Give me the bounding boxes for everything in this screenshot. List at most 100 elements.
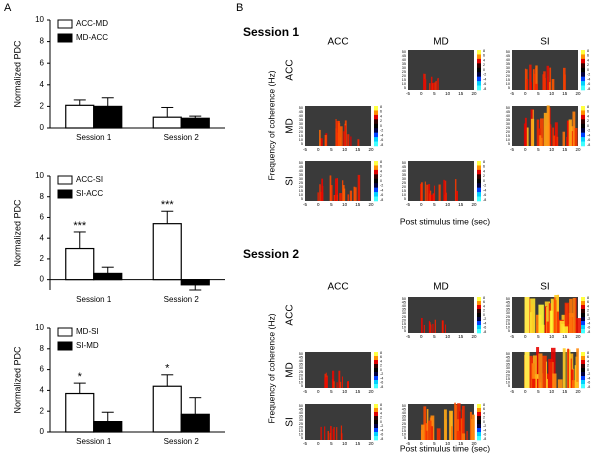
colorbar xyxy=(581,58,585,64)
colorbar-tick-label: 2 xyxy=(380,119,382,123)
x-tick-label: Session 1 xyxy=(76,295,112,304)
heatmap-texture xyxy=(339,193,342,201)
panel-label: A xyxy=(4,2,12,14)
y-tick-label: 50 xyxy=(299,404,303,408)
x-tick-label: 0 xyxy=(317,389,320,394)
y-tick-label: 25 xyxy=(299,422,303,426)
y-tick-label: 50 xyxy=(402,50,406,54)
heatmap-texture xyxy=(554,122,558,146)
y-tick-label: 20 xyxy=(402,425,406,429)
heatmap-texture xyxy=(524,117,527,146)
x-tick-label: 10 xyxy=(342,202,348,207)
y-tick-label: 50 xyxy=(402,404,406,408)
y-tick-label: 5 xyxy=(508,384,510,388)
colorbar-tick-label: 2 xyxy=(483,309,485,313)
colorbar xyxy=(581,360,585,365)
colorbar-tick-label: -2 xyxy=(380,129,383,133)
y-tick-label: 30 xyxy=(506,366,510,370)
colorbar xyxy=(374,352,378,357)
heatmap-texture xyxy=(350,136,352,146)
colorbar xyxy=(374,424,378,429)
heatmap-texture xyxy=(535,83,538,90)
heatmap-texture xyxy=(423,73,425,90)
colorbar xyxy=(477,424,481,429)
colorbar xyxy=(374,119,378,125)
column-label: ACC xyxy=(327,37,348,48)
colorbar-tick-label: 4 xyxy=(380,169,382,173)
heatmap-texture xyxy=(568,119,572,146)
heatmap-texture xyxy=(562,131,566,146)
y-tick-label: 35 xyxy=(299,415,303,419)
y-tick-label: 40 xyxy=(299,411,303,415)
y-tick-label: 6 xyxy=(40,365,45,374)
colorbar-tick-label: -2 xyxy=(587,73,590,77)
y-tick-label: 15 xyxy=(402,189,406,193)
heatmap-background xyxy=(305,352,371,388)
colorbar-tick-label: 2 xyxy=(587,63,589,67)
colorbar xyxy=(477,321,481,326)
y-tick-label: 40 xyxy=(299,359,303,363)
heatmap-texture xyxy=(556,311,559,333)
heatmap-texture xyxy=(332,370,335,388)
colorbar xyxy=(477,305,481,310)
session-title: Session 2 xyxy=(243,247,299,261)
x-tick-label: 0 xyxy=(317,202,320,207)
colorbar xyxy=(374,192,378,197)
colorbar-tick-label: 6 xyxy=(587,54,589,58)
colorbar xyxy=(374,123,378,129)
y-tick-label: 6 xyxy=(40,213,45,222)
y-axis-label: Frequency of coherence (Hz) xyxy=(266,313,276,423)
heatmap-texture xyxy=(542,355,547,388)
colorbar xyxy=(477,408,481,413)
colorbar xyxy=(374,372,378,377)
bar xyxy=(65,247,95,281)
heatmap-background xyxy=(408,50,474,90)
heatmap-texture xyxy=(333,194,336,201)
x-tick-label: 20 xyxy=(368,389,374,394)
heatmap-texture xyxy=(571,380,576,388)
colorbar-tick-label: 4 xyxy=(587,359,589,363)
y-tick-label: 10 xyxy=(299,193,303,197)
y-axis-label: Normalized PDC xyxy=(12,40,22,108)
colorbar-tick-label: 8 xyxy=(587,296,589,300)
bar xyxy=(180,117,210,129)
heatmap-texture xyxy=(535,65,538,90)
y-axis-label: Normalized PDC xyxy=(12,346,22,414)
heatmap-texture xyxy=(335,118,337,146)
row-label: ACC xyxy=(285,59,296,80)
colorbar xyxy=(581,384,585,389)
colorbar xyxy=(374,110,378,116)
heatmap-texture xyxy=(423,324,425,333)
colorbar-tick-label: -6 xyxy=(380,381,383,385)
colorbar-tick-label: -4 xyxy=(380,428,383,432)
heatmap-texture xyxy=(567,348,570,388)
x-tick-label: 15 xyxy=(355,147,361,152)
x-tick-label: 15 xyxy=(355,202,361,207)
colorbar xyxy=(477,420,481,425)
y-tick-label: 10 xyxy=(35,15,44,24)
x-tick-label: 5 xyxy=(537,147,540,152)
colorbar-tick-label: 0 xyxy=(483,179,485,183)
y-tick-label: 35 xyxy=(506,308,510,312)
bar xyxy=(65,392,95,433)
heatmap-texture xyxy=(538,353,543,388)
x-tick-label: 20 xyxy=(575,389,581,394)
x-tick-label: 5 xyxy=(433,91,436,96)
x-tick-label: 20 xyxy=(368,147,374,152)
colorbar xyxy=(581,114,585,120)
heatmap-texture xyxy=(549,310,553,333)
y-tick-label: 30 xyxy=(506,122,510,126)
y-tick-label: 45 xyxy=(402,165,406,169)
colorbar xyxy=(477,196,481,202)
colorbar xyxy=(477,76,481,82)
y-tick-label: 20 xyxy=(299,130,303,134)
heatmap-texture xyxy=(543,112,548,146)
y-tick-label: 8 xyxy=(40,344,45,353)
heatmap-texture xyxy=(540,118,544,146)
colorbar-tick-label: 2 xyxy=(380,416,382,420)
colorbar xyxy=(581,72,585,77)
y-tick-label: 10 xyxy=(506,82,510,86)
x-tick-label: 5 xyxy=(330,147,333,152)
colorbar xyxy=(374,408,378,413)
